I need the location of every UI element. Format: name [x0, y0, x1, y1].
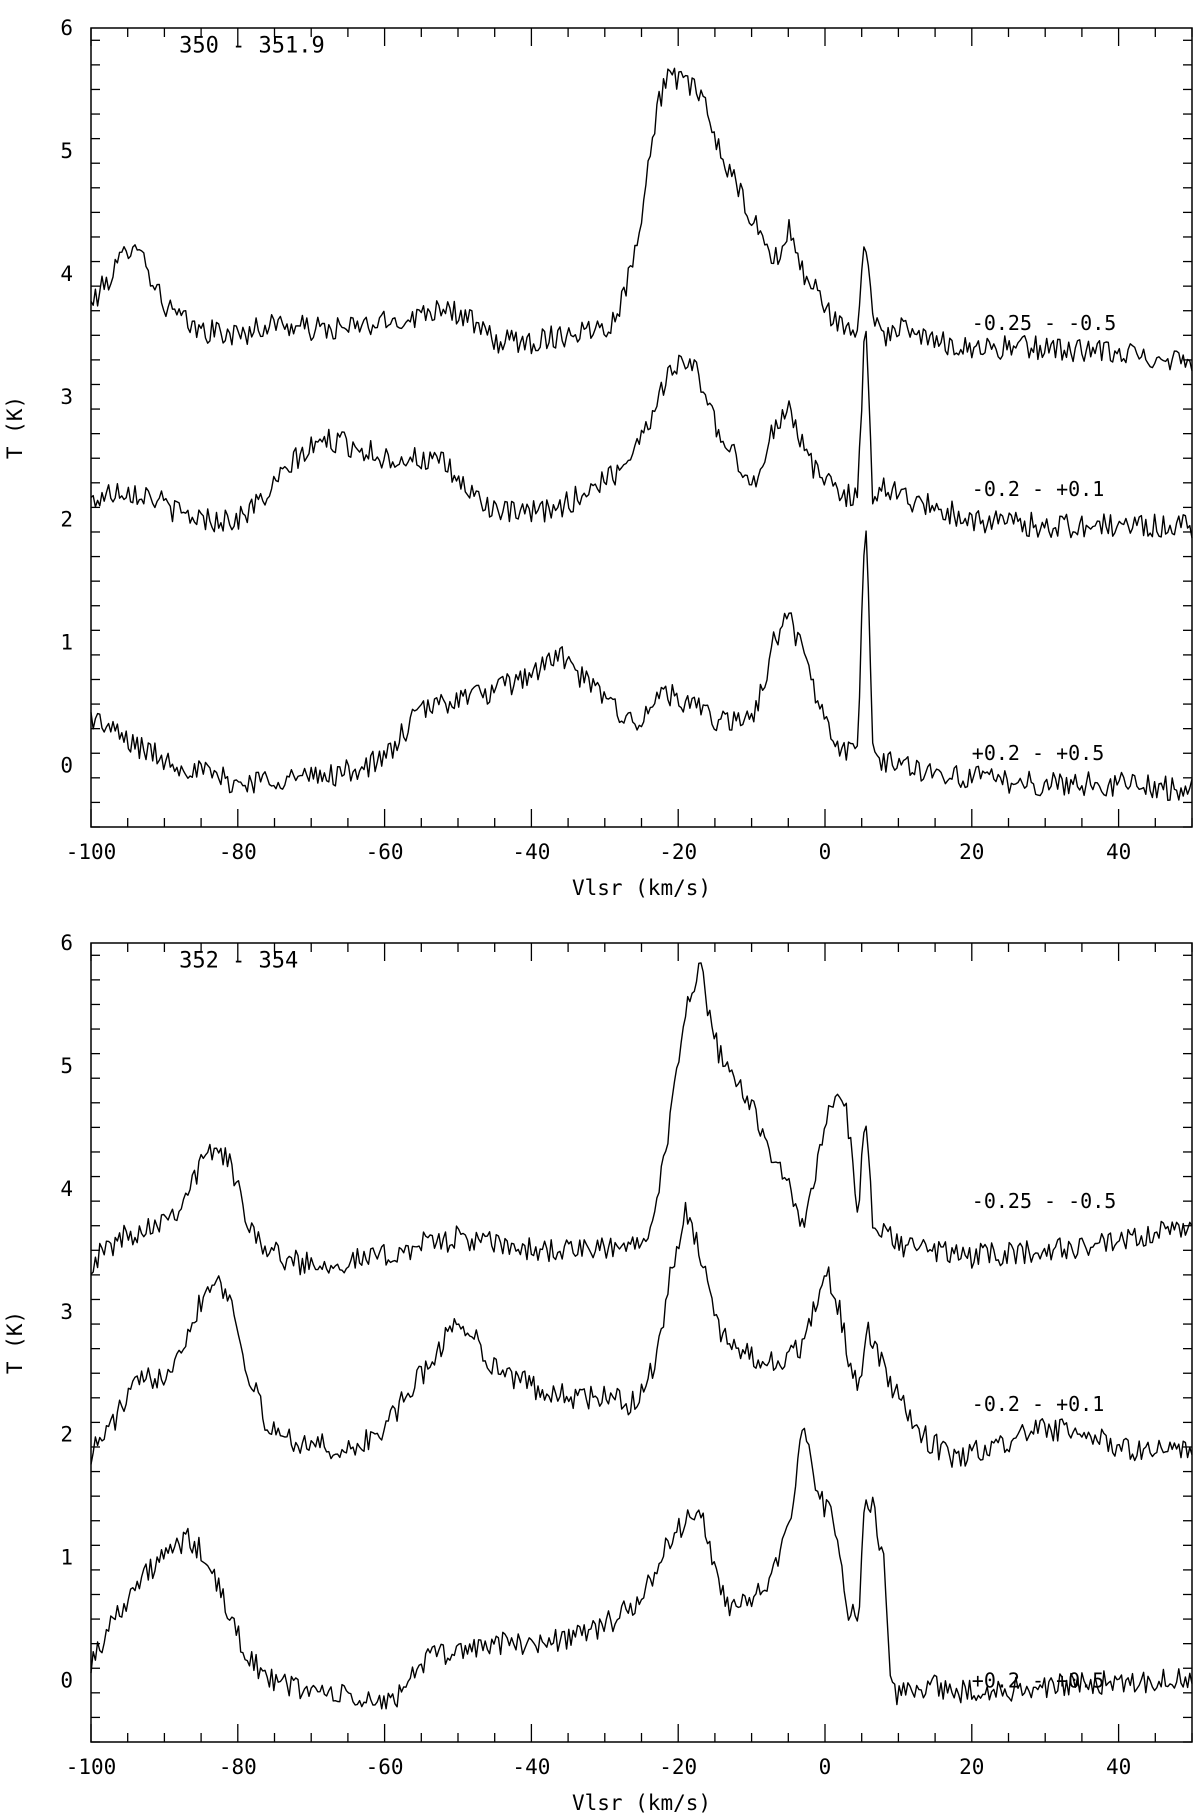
y-tick-label: 3: [60, 1300, 73, 1324]
panel-bottom: -0.25 - -0.5 -0.2 - +0.1 +0.2 - +0.5 -100 -8…: [3, 931, 1193, 1815]
y-tick-label: 0: [60, 1669, 73, 1693]
series-label-3: +0.2 - +0.5: [972, 1669, 1104, 1693]
x-tick-label: -20: [659, 1755, 697, 1779]
y-axis-title: T (K): [3, 396, 27, 459]
y-tick-label: 6: [60, 16, 73, 40]
x-tick-label: -100: [66, 840, 117, 864]
spectrum-trace-2: [90, 330, 1193, 539]
y-tick-label: 6: [60, 931, 73, 955]
x-tick-label: -100: [66, 1755, 117, 1779]
x-tick-label: 40: [1106, 840, 1131, 864]
x-tick-label: 0: [819, 1755, 832, 1779]
y-tick-label: 5: [60, 1054, 73, 1078]
spectrum-trace-2: [90, 1201, 1193, 1468]
x-tick-label: 0: [819, 840, 832, 864]
plot-frame: [90, 27, 1193, 828]
spectrum-trace-1: [90, 962, 1193, 1276]
panel-title: 352 - 354: [179, 949, 298, 974]
spectrum-trace-3: [90, 1427, 1193, 1710]
spectrum-trace-3: [90, 530, 1193, 801]
series-label-2: -0.2 - +0.1: [972, 1392, 1104, 1416]
x-tick-label: -40: [512, 1755, 550, 1779]
series-label-1: -0.25 - -0.5: [972, 1189, 1117, 1213]
series-label-2: -0.2 - +0.1: [972, 477, 1104, 501]
y-tick-label: 2: [60, 1423, 73, 1447]
y-tick-label: 4: [60, 1177, 73, 1201]
x-tick-label: 20: [959, 1755, 984, 1779]
x-tick-label: 40: [1106, 1755, 1131, 1779]
y-tick-label: 2: [60, 508, 73, 532]
x-axis-title: Vlsr (km/s): [572, 1791, 711, 1815]
x-axis-title: Vlsr (km/s): [572, 876, 711, 900]
x-tick-label: 20: [959, 840, 984, 864]
y-tick-label: 1: [60, 1546, 73, 1570]
spectrum-trace-1: [90, 67, 1193, 371]
x-tick-label: -20: [659, 840, 697, 864]
series-label-1: -0.25 - -0.5: [972, 311, 1117, 335]
x-tick-label: -60: [366, 840, 404, 864]
panel-top: -0.25 - -0.5 -0.2 - +0.1 +0.2 - +0.5 -100 -8…: [3, 16, 1193, 900]
x-tick-label: -80: [219, 1755, 257, 1779]
y-tick-label: 4: [60, 262, 73, 286]
x-tick-label: -80: [219, 840, 257, 864]
y-tick-label: 3: [60, 385, 73, 409]
y-tick-label: 5: [60, 139, 73, 163]
plot-frame: [90, 942, 1193, 1743]
x-tick-label: -60: [366, 1755, 404, 1779]
panel-title: 350 - 351.9: [179, 34, 325, 59]
y-tick-label: 0: [60, 754, 73, 778]
x-tick-label: -40: [512, 840, 550, 864]
y-axis-title: T (K): [3, 1311, 27, 1374]
y-tick-label: 1: [60, 631, 73, 655]
series-label-3: +0.2 - +0.5: [972, 741, 1104, 765]
